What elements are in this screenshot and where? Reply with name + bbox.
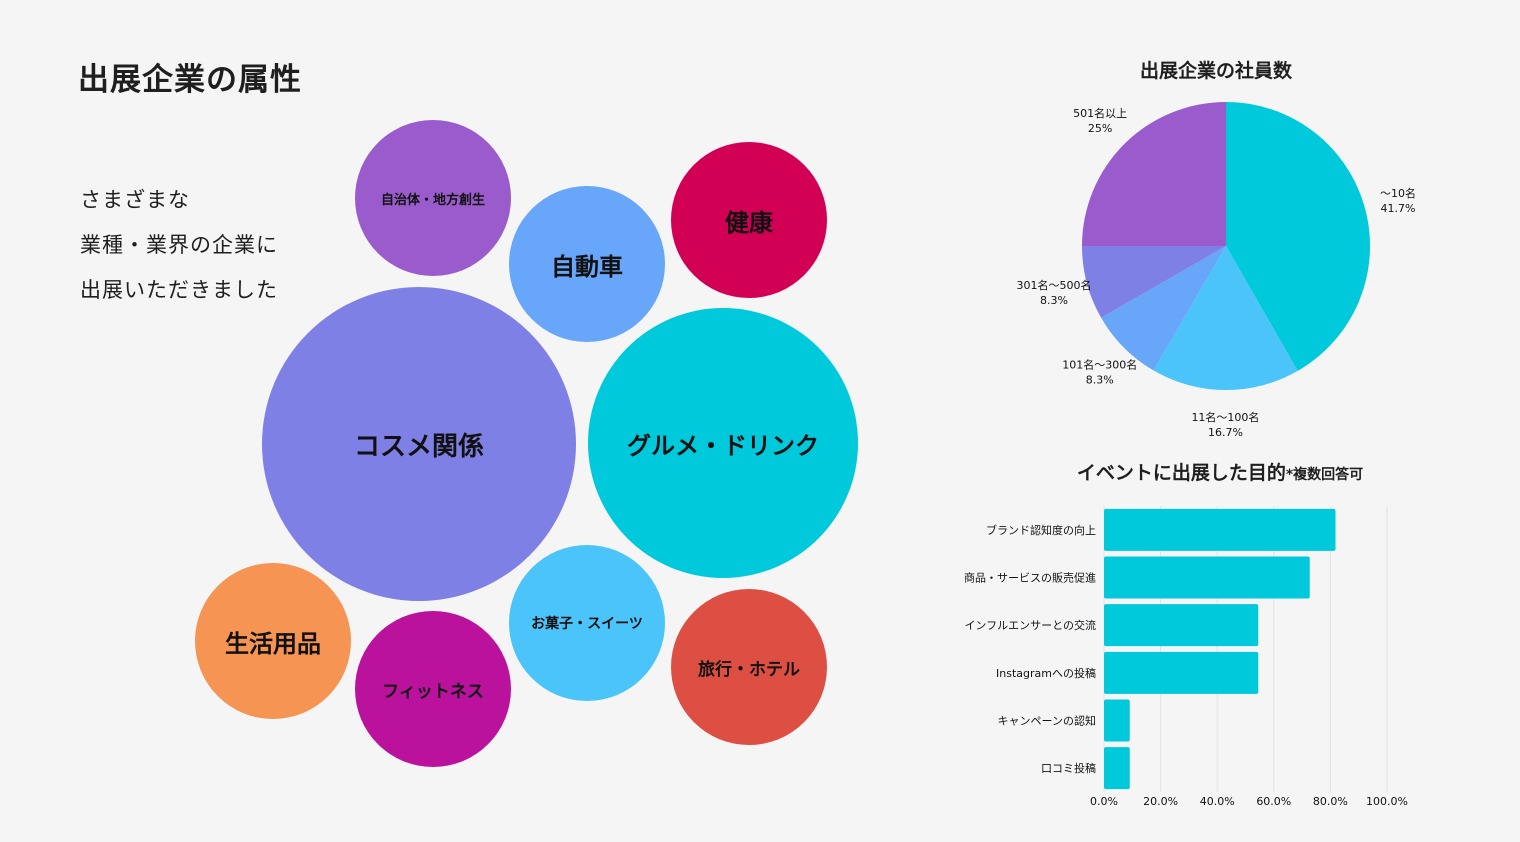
bar (1104, 651, 1259, 694)
pie-slice (1101, 246, 1226, 371)
industry-bubble: グルメ・ドリンク (588, 308, 858, 578)
bar (1104, 747, 1130, 790)
bar (1104, 604, 1259, 647)
industry-bubble-label: 自動車 (551, 252, 623, 281)
industry-bubble-label: グルメ・ドリンク (627, 431, 819, 460)
intro-text: さまざまな 業種・業界の企業に 出展いただきました (80, 178, 278, 313)
bar-x-tick-label: 40.0% (1200, 795, 1235, 808)
bar (1104, 556, 1310, 599)
pie-slice-percent: 16.7% (1208, 426, 1243, 439)
pie-slice-percent: 8.3% (1040, 294, 1068, 307)
bar-category-label: 口コミ投稿 (1041, 761, 1096, 775)
industry-bubble: 自治体・地方創生 (355, 120, 511, 276)
industry-bubble: コスメ関係 (262, 287, 576, 601)
bar-x-tick-label: 20.0% (1143, 795, 1178, 808)
bar-category-label: ブランド認知度の向上 (986, 523, 1096, 537)
pie-slice (1082, 246, 1226, 318)
bar-x-tick-label: 100.0% (1366, 795, 1408, 808)
intro-line-1: さまざまな (80, 188, 190, 212)
pie-slice-label: 301名〜500名 (1017, 278, 1092, 292)
industry-bubble-label: お菓子・スイーツ (531, 616, 643, 632)
pie-chart-title: 出展企業の社員数 (1139, 60, 1292, 82)
pie-slice-label: 〜10名 (1380, 186, 1416, 200)
pie-slice-percent: 8.3% (1086, 373, 1114, 386)
pie-slice-label: 101名〜300名 (1062, 357, 1137, 371)
pie-slice-label: 501名以上 (1073, 106, 1127, 120)
pie-slice (1226, 102, 1371, 371)
pie-slice-percent: 25% (1088, 122, 1112, 135)
bar-x-tick-label: 60.0% (1256, 795, 1291, 808)
industry-bubble-label: 自治体・地方創生 (380, 192, 485, 208)
intro-line-2: 業種・業界の企業に (80, 233, 278, 257)
industry-bubble: フィットネス (355, 611, 511, 767)
pie-slice-label: 11名〜100名 (1191, 410, 1259, 424)
industry-bubble: 健康 (671, 142, 827, 298)
industry-bubble-label: フィットネス (382, 681, 484, 702)
pie-slice (1082, 102, 1226, 246)
industry-bubble-label: 健康 (725, 208, 773, 237)
pie-slice (1153, 246, 1298, 391)
bar-x-tick-label: 0.0% (1090, 795, 1118, 808)
pie-slice-percent: 41.7% (1381, 202, 1416, 215)
bar-chart-title: イベントに出展した目的*複数回答可 (1050, 458, 1390, 485)
industry-bubble-label: 生活用品 (225, 629, 321, 658)
bar-category-label: キャンペーンの認知 (998, 714, 1096, 728)
industry-bubble-label: 旅行・ホテル (698, 659, 800, 680)
industry-bubble: お菓子・スイーツ (509, 545, 665, 701)
bar-category-label: 商品・サービスの販売促進 (964, 571, 1096, 585)
page-title: 出展企業の属性 (78, 62, 302, 98)
bar (1104, 508, 1336, 551)
industry-bubble: 生活用品 (195, 563, 351, 719)
intro-line-3: 出展いただきました (80, 278, 278, 302)
industry-bubble: 自動車 (509, 186, 665, 342)
industry-bubble-label: コスメ関係 (353, 431, 484, 462)
bar-category-label: Instagramへの投稿 (996, 666, 1096, 680)
bar (1104, 699, 1130, 742)
bar-chart-title-text: イベントに出展した目的 (1076, 462, 1286, 484)
bar-chart-title-note: *複数回答可 (1285, 467, 1364, 483)
bar-x-tick-label: 80.0% (1313, 795, 1348, 808)
bar-category-label: インフルエンサーとの交流 (964, 618, 1096, 632)
industry-bubble: 旅行・ホテル (671, 589, 827, 745)
